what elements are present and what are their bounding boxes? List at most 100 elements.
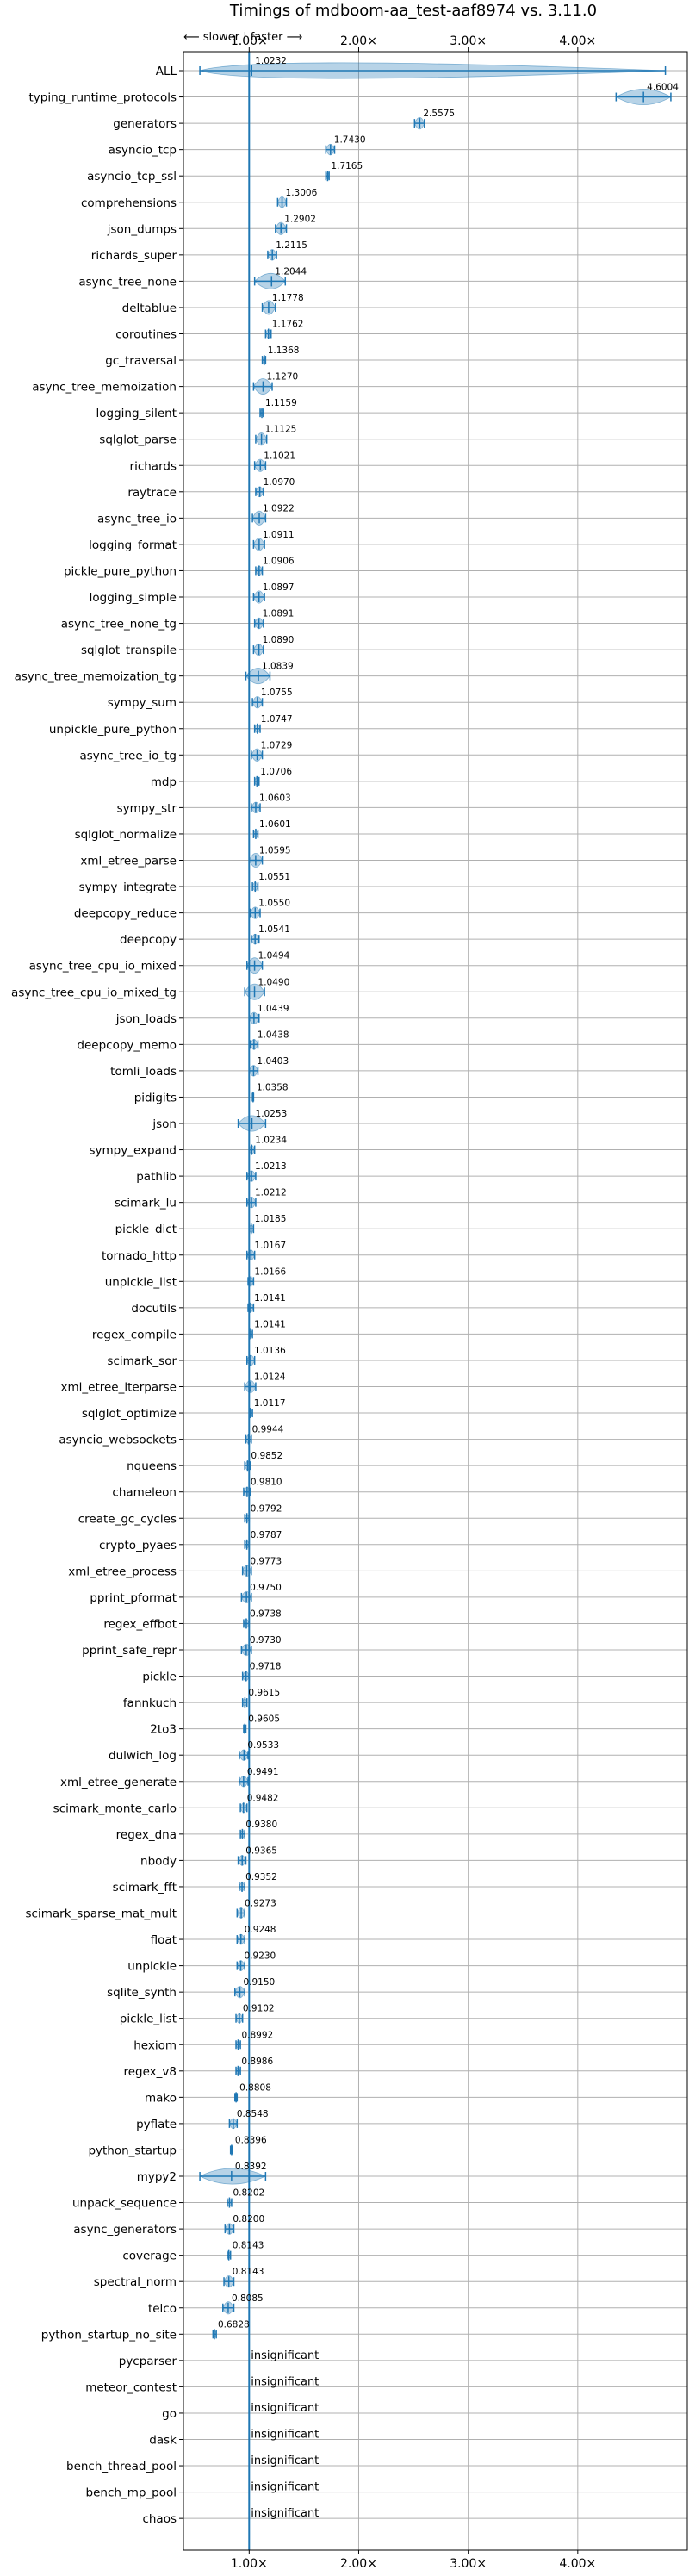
benchmark-label: bench_mp_pool (86, 2486, 177, 2500)
value-label: 0.8085 (232, 2293, 264, 2304)
benchmark-label: regex_compile (92, 1328, 177, 1341)
value-label: 0.6828 (218, 2319, 250, 2330)
value-label: 0.9533 (247, 1740, 279, 1751)
value-label: 0.9615 (248, 1688, 280, 1698)
benchmark-violin-group: 0.8808 (234, 2082, 271, 2103)
benchmark-label: telco (148, 2302, 177, 2316)
benchmark-violin-group: 1.0911 (252, 530, 295, 551)
value-label: 1.0550 (258, 899, 290, 909)
value-label: 1.0136 (254, 1346, 286, 1356)
benchmark-violin-group: 1.3006 (276, 188, 318, 208)
value-label: 0.8202 (233, 2188, 264, 2199)
grid-layer (179, 52, 687, 2550)
value-label: 1.1159 (265, 398, 297, 408)
x-tick-label-bottom: 1.00× (231, 2557, 268, 2571)
value-label: 0.9102 (243, 2004, 275, 2014)
benchmark-label: hexiom (133, 2038, 177, 2052)
value-label: 1.0906 (263, 556, 295, 566)
benchmark-violin-group: 0.6828 (212, 2319, 250, 2340)
benchmark-label: scimark_lu (115, 1197, 177, 1210)
benchmark-label: pprint_pformat (90, 1591, 177, 1605)
benchmark-label: unpickle_pure_python (49, 723, 177, 737)
value-label: 0.8200 (233, 2214, 264, 2224)
benchmark-label: pickle_pure_python (64, 564, 177, 578)
benchmark-violin-group: 0.9230 (236, 1951, 276, 1971)
benchmark-label: go (162, 2407, 177, 2421)
value-label: 0.8396 (235, 2135, 267, 2145)
insignificant-label: insignificant (251, 2429, 319, 2442)
x-tick-label-bottom: 2.00× (340, 2557, 377, 2571)
benchmark-violin-group: 1.0438 (249, 1030, 289, 1050)
x-axis-top: 1.00× 2.00× 3.00× 4.00× (231, 34, 596, 52)
value-label: 1.0494 (258, 951, 290, 961)
benchmark-violin-group: 1.0141 (247, 1293, 286, 1313)
value-label: 1.0141 (254, 1293, 286, 1304)
benchmark-label: deepcopy_reduce (74, 907, 177, 921)
benchmark-violin-group: 1.0906 (255, 556, 295, 576)
benchmark-label: coverage (122, 2249, 177, 2263)
benchmark-violin-group: 1.0439 (248, 1004, 289, 1024)
value-label: 1.0839 (262, 662, 294, 672)
benchmark-violin-group: 0.8396 (229, 2135, 267, 2156)
benchmark-label: sqlglot_parse (99, 433, 177, 447)
benchmark-violin-group: 0.9810 (243, 1478, 282, 1497)
benchmark-violin-group: 1.1778 (261, 293, 304, 315)
benchmark-label: unpack_sequence (72, 2197, 177, 2211)
benchmark-violin-group: 1.1270 (252, 372, 298, 395)
value-label: 0.9730 (250, 1635, 282, 1646)
value-label: 1.7430 (334, 135, 366, 146)
value-label: 1.0185 (255, 1214, 287, 1224)
value-label: 0.8992 (241, 2030, 273, 2040)
insignificant-label: insignificant (251, 2481, 319, 2494)
value-label: 1.0890 (263, 635, 295, 645)
value-label: 1.0922 (263, 503, 295, 513)
benchmark-label: sqlglot_transpile (81, 644, 177, 657)
value-label: 1.0706 (260, 767, 292, 777)
value-label: 1.0438 (258, 1030, 289, 1040)
value-label: 1.0970 (264, 477, 295, 488)
value-label: 0.9718 (250, 1662, 282, 1672)
value-label: 1.0124 (254, 1372, 286, 1383)
benchmark-label: xml_etree_parse (80, 855, 177, 868)
value-label: 0.9230 (245, 1951, 276, 1962)
benchmark-violin-group: 1.0167 (246, 1241, 286, 1261)
benchmark-violin-group: 0.9150 (234, 1977, 275, 1999)
benchmark-label: bench_thread_pool (66, 2460, 177, 2473)
benchmark-violin-group: 0.8085 (222, 2293, 264, 2315)
value-label: 0.9773 (250, 1556, 282, 1566)
value-label: 1.0911 (263, 530, 295, 540)
x-tick-label-top: 2.00× (340, 34, 377, 48)
benchmark-violin-group: 1.0551 (251, 872, 290, 893)
benchmark-violin-group: 0.9605 (243, 1714, 280, 1734)
benchmark-label: pickle_list (120, 2013, 177, 2026)
insignificant-label: insignificant (251, 2375, 319, 2388)
benchmark-label: 2to3 (150, 1723, 177, 1737)
benchmark-violin-group: 0.8202 (227, 2188, 264, 2208)
benchmark-label: async_tree_cpu_io_mixed_tg (11, 986, 177, 999)
benchmark-violin-group: 1.0541 (251, 924, 290, 945)
benchmark-violin-group: 1.1159 (259, 398, 297, 419)
benchmark-label: scimark_sparse_mat_mult (26, 1907, 177, 1921)
benchmark-violin-group: 0.9792 (244, 1503, 282, 1524)
value-label: 0.9787 (251, 1530, 282, 1540)
benchmark-violin-group: 1.0897 (252, 582, 294, 604)
benchmark-violin-group: 2.5575 (413, 109, 455, 130)
benchmark-label: pickle_dict (115, 1223, 177, 1236)
benchmark-label: richards_super (91, 249, 177, 263)
benchmark-label: pprint_safe_repr (82, 1644, 177, 1658)
benchmark-label: meteor_contest (85, 2380, 177, 2394)
x-tick-label-bottom: 4.00× (559, 2557, 596, 2571)
benchmark-label: deltablue (122, 302, 177, 315)
benchmark-label: tornado_http (102, 1249, 177, 1263)
benchmark-label: async_tree_none (78, 275, 177, 289)
value-label: 0.9380 (245, 1820, 277, 1830)
benchmark-label: xml_etree_process (68, 1565, 177, 1578)
benchmark-violin-group: 1.0136 (246, 1346, 286, 1366)
benchmark-label: pathlib (136, 1170, 177, 1184)
benchmark-violin-group: 1.1021 (253, 451, 295, 472)
benchmark-label: sympy_str (117, 801, 177, 815)
benchmark-violin-group: 1.7430 (325, 135, 366, 156)
benchmark-label: json (152, 1117, 177, 1131)
benchmark-label: create_gc_cycles (78, 1512, 177, 1526)
